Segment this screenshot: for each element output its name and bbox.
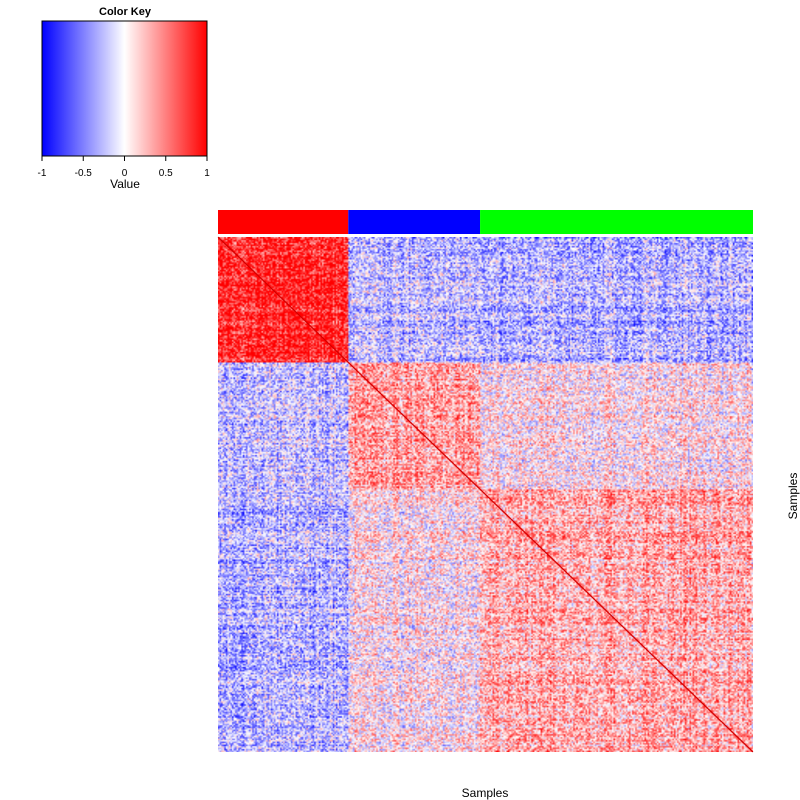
heatmap-body [217,236,754,753]
color-key-tick-label: 0 [122,168,128,179]
color-key-title: Color Key [99,6,152,18]
color-key-gradient [41,20,208,157]
group-bar-segment [480,210,753,234]
color-key-ticks: -1 -0.5 0 0.5 1 [38,156,210,179]
color-key-tick-label: -1 [38,168,47,179]
color-key-tick-label: 0.5 [159,168,173,179]
y-axis-label: Samples [786,473,800,520]
group-bar-segment [348,210,481,234]
group-bar-segment [218,210,349,234]
group-color-bar [218,210,753,234]
x-axis-label: Samples [462,786,509,800]
heatmap-diagonal [217,236,754,753]
color-key-xlabel: Value [110,177,140,191]
color-key-tick-label: 1 [204,168,210,179]
color-key-tick-label: -0.5 [75,168,93,179]
color-key: Color Key -1 -0.5 0 0.5 1 Value [38,6,211,191]
